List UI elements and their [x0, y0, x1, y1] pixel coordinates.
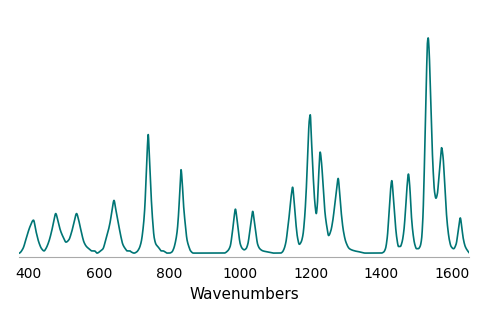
X-axis label: Wavenumbers: Wavenumbers: [190, 287, 299, 302]
